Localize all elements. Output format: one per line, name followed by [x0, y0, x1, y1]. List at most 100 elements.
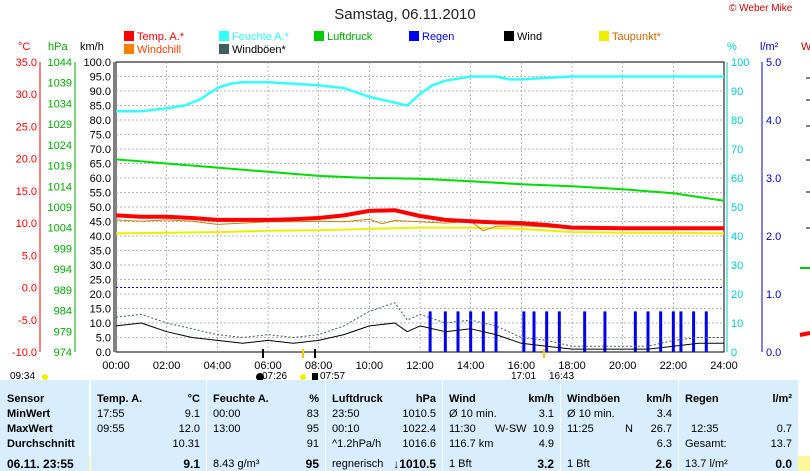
series-line-temp-a — [115, 208, 724, 231]
x-axis-tick: 10:00 — [356, 360, 384, 372]
legend-item-gusts: Windböen* — [219, 44, 286, 57]
sun-icon — [42, 374, 48, 380]
x-axis-tick: 14:00 — [457, 360, 485, 372]
stats-col-gusts: Windböen km/h Ø 10 min. 3.4 11:25 N 26.7… — [560, 380, 678, 471]
wind-avg10-label: Ø 10 min. — [449, 408, 497, 420]
speed-axis-tick: 95.0 — [90, 72, 111, 84]
series-line-windchill — [115, 218, 724, 232]
x-axis-tick: 16:00 — [508, 360, 536, 372]
temp-min-time: 17:55 — [97, 408, 125, 420]
right-edge-temp — [799, 331, 810, 337]
humidity-axis-tick: 10 — [731, 318, 743, 330]
pressure-min-time: 23:50 — [332, 408, 360, 420]
moon-phase-icon — [312, 373, 318, 380]
humidity-max-time: 13:00 — [213, 423, 241, 435]
sunrise-label: 07:26 — [262, 371, 288, 382]
gusts-max-time: 11:25 — [567, 423, 594, 435]
speed-axis-tick: 45.0 — [90, 217, 111, 229]
rain-axis-tick: 2.0 — [766, 231, 781, 243]
humidity-axis-tick: 60 — [731, 173, 743, 185]
wind-max-time: 11:30 — [449, 423, 476, 435]
legend-item-windchill: Windchill — [124, 44, 181, 57]
minwert-label: MinWert — [7, 408, 51, 420]
temp-current: 9.1 — [183, 457, 200, 471]
temp-axis-tick: 15.0 — [16, 186, 37, 198]
axis-unit-celsius: °C — [18, 41, 31, 53]
humidity-axis-tick: 40 — [731, 231, 743, 243]
durchschnitt-label: Durchschnitt — [7, 438, 75, 450]
x-axis-tick: 00:00 — [102, 360, 130, 372]
x-axis-tick: 24:00 — [710, 360, 738, 372]
speed-axis-tick: 80.0 — [90, 115, 111, 127]
humidity-avg: 91 — [306, 438, 319, 450]
humidity-axis-tick: 30 — [731, 260, 743, 272]
maxwert-label: MaxWert — [7, 423, 53, 435]
pressure-axis-tick: 989 — [54, 285, 72, 297]
temp-max-time: 09:55 — [97, 423, 125, 435]
humidity-axis-tick: 50 — [731, 202, 743, 214]
speed-axis-tick: 15.0 — [90, 304, 111, 316]
pressure-min: 1010.5 — [402, 408, 436, 420]
x-axis-tick: 12:00 — [406, 360, 434, 372]
speed-axis-tick: 100.0 — [83, 57, 111, 69]
wind-max: 10.9 — [532, 423, 554, 435]
pressure-max: 1022.4 — [402, 423, 436, 435]
gusts-current: 2.6 — [655, 457, 672, 471]
chart-title: Samstag, 06.11.2010 — [334, 6, 476, 23]
rain-total: 13.7 — [770, 438, 792, 450]
series-line-taupunkt — [115, 226, 725, 235]
wind-max-direction: W-SW — [495, 423, 527, 435]
temp-axis-tick: 30.0 — [16, 89, 37, 101]
humidity-unit: % — [309, 393, 319, 405]
x-axis-tick: 08:00 — [305, 360, 333, 372]
pressure-axis-tick: 1044 — [48, 57, 72, 69]
statistics-table: Sensor MinWert MaxWert Durchschnitt 06.1… — [0, 380, 810, 471]
pressure-axis-tick: 1019 — [48, 161, 72, 173]
stats-col-humidity: Feuchte A. % 00:00 83 13:00 95 91 8.43 g… — [206, 380, 325, 471]
speed-axis-tick: 25.0 — [90, 275, 111, 287]
moon-icon — [256, 373, 264, 380]
wind-beaufort: 1 Bft — [449, 458, 472, 470]
humidity-header: Feuchte A. — [213, 393, 269, 405]
axis-unit-percent: % — [727, 41, 737, 53]
speed-axis-tick: 0.0 — [96, 347, 111, 359]
humidity-max: 95 — [306, 423, 319, 435]
speed-axis-tick: 5.0 — [96, 333, 111, 345]
pressure-forecast: regnerisch — [332, 458, 384, 470]
humidity-axis-tick: 70 — [731, 144, 743, 156]
x-axis-tick: 20:00 — [609, 360, 637, 372]
temp-avg: 10.31 — [172, 438, 200, 450]
pressure-current: ↓1010.5 — [393, 457, 436, 471]
legend-swatch — [409, 31, 419, 41]
rain-axis-tick: 5.0 — [766, 57, 781, 69]
gusts-avg10-label: Ø 10 min. — [567, 408, 615, 420]
rain-axis-tick: 1.0 — [766, 289, 781, 301]
humidity-axis-tick: 100 — [731, 57, 749, 69]
speed-axis-tick: 10.0 — [90, 318, 111, 330]
speed-axis-tick: 20.0 — [90, 289, 111, 301]
humidity-min-time: 00:00 — [213, 408, 241, 420]
gusts-max: 26.7 — [650, 423, 672, 435]
x-axis-tick: 06:00 — [254, 360, 282, 372]
legend-item-dewpoint: Taupunkt* — [599, 31, 661, 44]
rain-axis-tick: 0.0 — [766, 347, 781, 359]
stats-col-wind: Wind km/h Ø 10 min. 3.1 11:30 W-SW 10.9 … — [442, 380, 560, 471]
humidity-axis-tick: 20 — [731, 289, 743, 301]
legend-swatch — [314, 31, 324, 41]
gusts-max-direction: N — [625, 423, 633, 435]
pressure-axis-tick: 1029 — [48, 119, 72, 131]
legend-item-temp: Temp. A.* — [124, 31, 184, 44]
temp-max: 12.0 — [178, 423, 200, 435]
legend-item-pressure: Luftdruck — [314, 31, 372, 44]
rain-total-label: Gesamt: — [685, 438, 727, 450]
sun-icon — [300, 374, 306, 380]
sensor-header: Sensor — [7, 393, 45, 405]
speed-axis-tick: 90.0 — [90, 86, 111, 98]
speed-axis-tick: 55.0 — [90, 188, 111, 200]
speed-axis-tick: 50.0 — [90, 202, 111, 214]
speed-axis-tick: 30.0 — [90, 260, 111, 272]
rain-axis-tick: 3.0 — [766, 173, 781, 185]
humidity-min: 83 — [306, 408, 319, 420]
humidity-current: 95 — [305, 457, 319, 471]
gusts-header: Windböen — [567, 393, 621, 405]
